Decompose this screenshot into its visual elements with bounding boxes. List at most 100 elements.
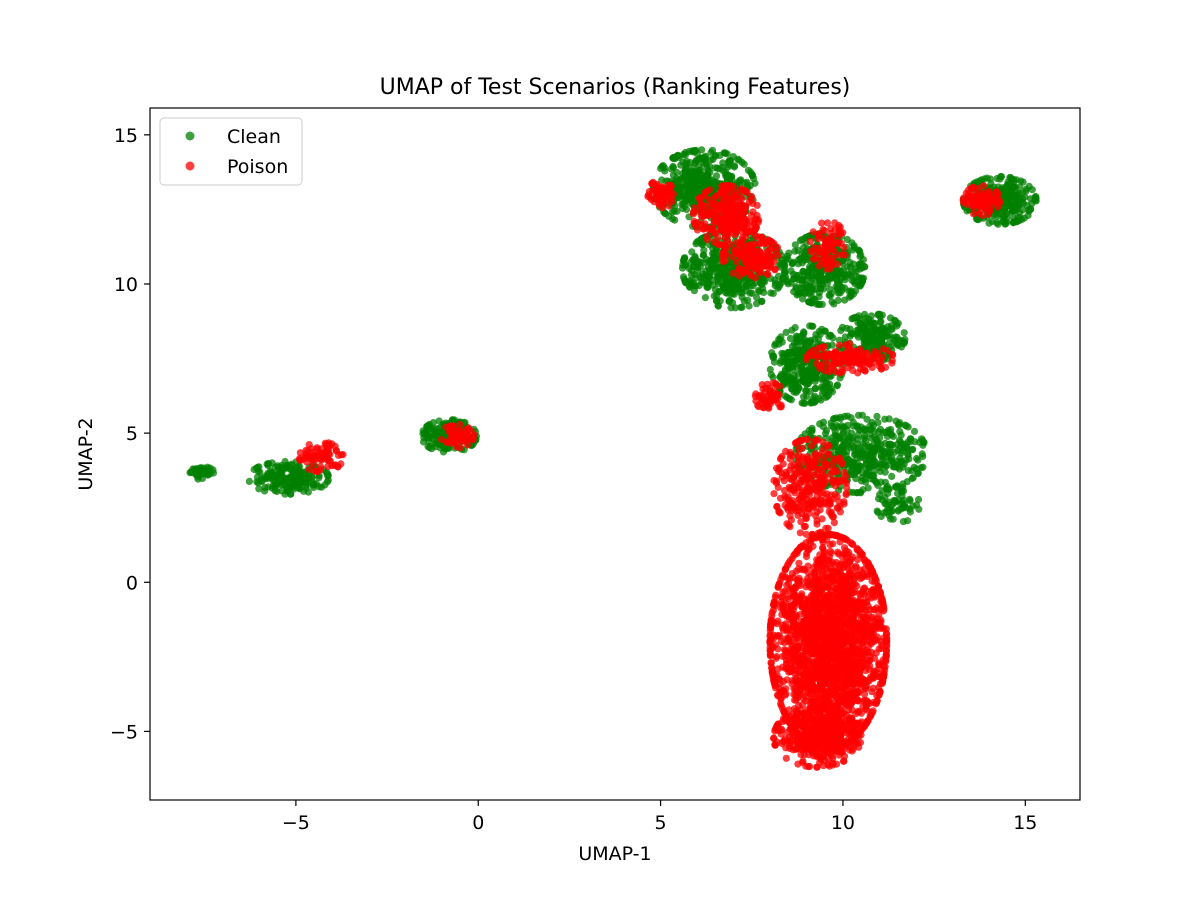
point-clean [854, 411, 863, 419]
point-clean [1016, 183, 1024, 191]
point-poison [334, 451, 343, 459]
point-poison [727, 206, 735, 214]
point-poison [826, 497, 834, 505]
point-clean [862, 460, 870, 468]
point-clean [738, 303, 746, 311]
point-clean [872, 435, 881, 443]
point-clean [841, 276, 849, 284]
point-clean [278, 468, 286, 476]
point-clean [669, 162, 677, 171]
point-poison [795, 450, 803, 459]
point-clean [898, 457, 906, 465]
point-poison [721, 187, 729, 195]
point-clean [888, 472, 896, 480]
point-poison [806, 237, 814, 246]
point-clean [865, 471, 873, 479]
point-clean [195, 472, 203, 480]
point-clean [826, 285, 834, 293]
point-poison [829, 247, 838, 255]
point-clean [859, 256, 868, 264]
point-clean [869, 457, 877, 465]
point-poison [810, 244, 819, 252]
point-poison [697, 211, 706, 220]
point-clean [908, 446, 916, 454]
point-clean [1021, 193, 1029, 201]
point-clean [819, 423, 827, 431]
point-clean [908, 474, 916, 483]
point-poison [844, 354, 852, 362]
point-poison [831, 482, 840, 490]
point-clean [828, 274, 836, 282]
point-poison [720, 229, 728, 237]
point-clean [851, 447, 859, 455]
point-clean [263, 460, 271, 468]
point-clean [755, 286, 763, 295]
point-clean [839, 445, 847, 453]
point-clean [900, 338, 909, 346]
point-poison [820, 227, 829, 235]
point-clean [799, 377, 807, 386]
point-clean [710, 250, 718, 258]
point-clean [771, 276, 779, 284]
point-clean [1025, 207, 1033, 215]
point-poison [731, 191, 739, 199]
point-clean [700, 181, 709, 189]
point-clean [816, 330, 824, 338]
point-poison [443, 438, 451, 446]
point-poison [449, 422, 457, 430]
point-poison [810, 438, 819, 446]
point-poison [738, 236, 746, 244]
point-clean [876, 334, 884, 342]
point-clean [843, 324, 851, 332]
point-clean [257, 474, 265, 482]
point-poison [838, 251, 846, 259]
point-clean [918, 450, 926, 458]
point-clean [286, 483, 294, 491]
point-poison [816, 248, 824, 256]
point-clean [255, 485, 263, 493]
point-poison [862, 359, 870, 367]
point-poison [826, 240, 835, 248]
point-poison [755, 240, 764, 248]
point-poison [801, 470, 809, 478]
point-clean [731, 162, 739, 170]
point-clean [840, 438, 848, 446]
point-clean [782, 255, 790, 263]
point-poison [743, 188, 751, 196]
point-clean [805, 368, 813, 376]
point-clean [261, 487, 269, 495]
point-poison [809, 499, 817, 507]
point-clean [874, 419, 882, 427]
point-clean [704, 263, 712, 271]
point-clean [785, 395, 793, 403]
point-clean [677, 184, 685, 192]
point-poison [709, 225, 717, 233]
point-poison [702, 202, 710, 211]
point-poison [453, 443, 461, 451]
point-clean [744, 296, 752, 304]
point-clean [885, 485, 893, 493]
point-clean [825, 332, 833, 340]
point-poison [771, 266, 779, 274]
point-poison [835, 341, 844, 349]
point-clean [321, 481, 329, 489]
point-clean [1008, 203, 1016, 212]
point-poison [729, 222, 737, 230]
point-poison [815, 232, 823, 240]
point-poison [753, 250, 762, 258]
point-clean [849, 314, 857, 322]
point-poison [721, 215, 729, 223]
point-clean [748, 289, 756, 297]
point-clean [795, 256, 803, 264]
point-clean [683, 170, 691, 178]
point-clean [801, 234, 809, 242]
point-clean [798, 364, 806, 372]
point-clean [715, 288, 723, 296]
point-clean [683, 205, 691, 214]
point-clean [872, 477, 880, 485]
point-clean [895, 421, 903, 429]
point-clean [778, 349, 786, 357]
point-clean [787, 279, 795, 287]
point-poison [736, 252, 744, 260]
point-clean [809, 322, 817, 330]
